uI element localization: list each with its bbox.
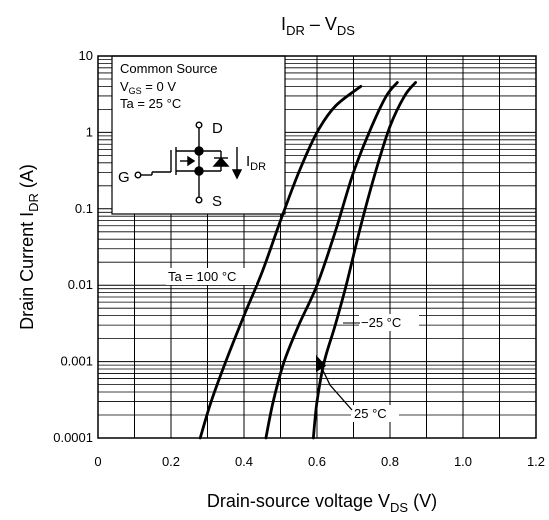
x-axis-label-main: Drain-source voltage V: [207, 491, 390, 511]
label-25: 25 °C: [354, 406, 387, 421]
label-bg-25: [351, 405, 399, 422]
circuit-source-label: S: [212, 193, 222, 210]
y-axis-label-unit: (A): [17, 164, 37, 193]
condition-vgs-sub: GS: [129, 86, 142, 96]
series-line: [264, 81, 399, 440]
x-tick-label: 0.6: [308, 454, 326, 469]
chart-title: IDR – VDS: [281, 14, 355, 38]
label-bg-100: [166, 268, 256, 285]
title-main: I: [281, 14, 286, 34]
title-sep-sub: DS: [337, 23, 355, 38]
label-bg-minus25: [359, 314, 419, 331]
condition-vgs-main: V: [120, 79, 129, 94]
label-arrow-25: [316, 355, 326, 372]
x-tick-label: 0.8: [381, 454, 399, 469]
circuit-drain-label: D: [212, 120, 223, 137]
series-line: [311, 81, 417, 440]
circuit-current-label: IDR: [246, 153, 266, 173]
condition-vgs: VGS = 0 V: [120, 79, 176, 96]
grid-layer: [98, 56, 536, 438]
circuit-current-main: I: [246, 153, 250, 170]
title-main-sub: DR: [286, 23, 305, 38]
mosfet-circuit-symbol: [134, 121, 243, 204]
series-line: [198, 85, 363, 440]
x-axis-label-sub: DS: [390, 500, 408, 515]
condition-common-source: Common Source: [120, 61, 218, 76]
label-minus25: −25 °C: [361, 315, 401, 330]
circuit-gate-label: G: [118, 169, 130, 186]
condition-vgs-rest: = 0 V: [142, 79, 177, 94]
y-tick-label: 1: [86, 124, 93, 139]
y-tick-label: 0.001: [60, 354, 93, 369]
y-tick-label: 0.01: [68, 277, 93, 292]
title-sep: – V: [305, 14, 337, 34]
y-tick-label: 10: [79, 48, 93, 63]
x-axis-label: Drain-source voltage VDS (V): [207, 491, 437, 515]
x-tick-label: 1.0: [454, 454, 472, 469]
plot-frame: [97, 55, 537, 439]
label-ta-100: Ta = 100 °C: [168, 269, 236, 284]
x-tick-label: 0.4: [235, 454, 253, 469]
y-tick-label: 0.0001: [53, 430, 93, 445]
condition-ta: Ta = 25 °C: [120, 96, 181, 111]
circuit-current-sub: DR: [250, 161, 266, 173]
y-axis-label-sub: DR: [26, 193, 41, 212]
x-tick-label: 1.2: [527, 454, 545, 469]
y-tick-label: 0.1: [75, 201, 93, 216]
y-axis-label-main: Drain Current I: [17, 212, 37, 330]
x-tick-label: 0.2: [162, 454, 180, 469]
series-layer: [198, 81, 417, 440]
x-tick-label: 0: [94, 454, 101, 469]
x-axis-label-unit: (V): [408, 491, 437, 511]
y-axis-label: Drain Current IDR (A): [17, 164, 41, 330]
tick-layer: 0 0.2 0.4 0.6 0.8 1.0 1.2 0.0001 0.001 0.01 0.1 1 10: [53, 48, 545, 469]
